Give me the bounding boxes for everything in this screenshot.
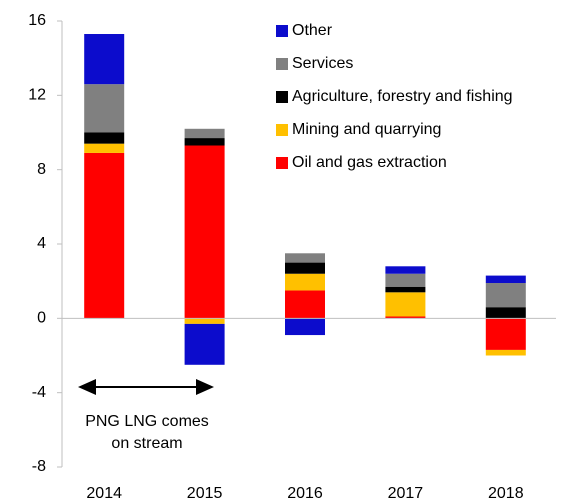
legend-label: Oil and gas extraction (292, 154, 447, 171)
y-tick-label: -4 (32, 384, 46, 401)
bar-segment (385, 316, 426, 319)
x-tick-label: 2015 (187, 485, 223, 502)
y-tick-label: 12 (28, 87, 46, 104)
x-tick-label: 2017 (388, 485, 424, 502)
legend-label: Other (292, 22, 333, 39)
arrow-head (196, 379, 214, 395)
bar-segment (385, 273, 426, 287)
bar-segment (385, 286, 426, 293)
bar-segment (485, 318, 526, 350)
bar-segment (485, 283, 526, 308)
y-tick-label: 16 (28, 12, 46, 29)
bar-segment (84, 143, 125, 153)
bar-segment (84, 152, 125, 319)
annotation: PNG LNG comes (85, 413, 209, 430)
bar-segment (385, 266, 426, 274)
bar-segment (485, 349, 526, 356)
legend-swatch (276, 91, 288, 103)
bar-segment (84, 84, 125, 133)
x-tick-label: 2014 (86, 485, 122, 502)
bar-segment (184, 138, 225, 146)
legend-swatch (276, 157, 288, 169)
annotation: on stream (111, 435, 182, 452)
y-tick-label: 8 (37, 161, 46, 178)
legend-swatch (276, 58, 288, 70)
bar-segment (285, 318, 325, 336)
bar-segment (385, 292, 426, 317)
bar-segment (84, 34, 125, 85)
bar-segment (285, 290, 325, 319)
legend-label: Mining and quarrying (292, 121, 441, 138)
bar-segment (285, 253, 325, 263)
legend-swatch (276, 25, 288, 37)
legend-label: Agriculture, forestry and fishing (292, 88, 513, 105)
bar-segment (184, 318, 225, 324)
bar-segment (285, 262, 325, 274)
x-tick-label: 2016 (287, 485, 323, 502)
legend-swatch (276, 124, 288, 136)
bar-segment (184, 323, 225, 365)
bar-segment (184, 145, 225, 319)
bar-segment (485, 307, 526, 319)
y-tick-label: -8 (32, 458, 46, 475)
y-tick-label: 0 (37, 310, 46, 327)
bar-segment (84, 132, 125, 144)
bar-segment (285, 273, 325, 291)
bar-segment (485, 275, 526, 284)
y-tick-label: 4 (37, 235, 46, 252)
x-tick-label: 2018 (488, 485, 524, 502)
bar-segment (184, 128, 225, 139)
arrow-head (78, 379, 96, 395)
legend-label: Services (292, 55, 353, 72)
